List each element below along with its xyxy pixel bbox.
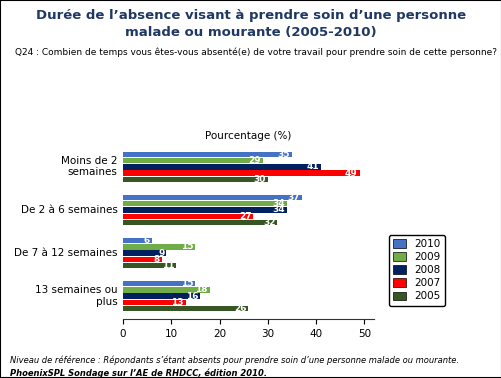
Bar: [123, 201, 287, 206]
Text: 32: 32: [263, 218, 275, 227]
Title: Pourcentage (%): Pourcentage (%): [205, 132, 291, 141]
Text: 26: 26: [233, 304, 246, 313]
Bar: [123, 281, 195, 286]
Text: 8: 8: [153, 255, 159, 264]
Bar: [123, 257, 161, 262]
Text: Q24 : Combien de temps vous êtes-vous absenté(e) de votre travail pour prendre s: Q24 : Combien de temps vous êtes-vous ab…: [15, 47, 496, 57]
Text: 35: 35: [277, 150, 290, 159]
Bar: [123, 170, 359, 176]
Bar: [123, 214, 253, 219]
Bar: [123, 250, 166, 256]
Legend: 2010, 2009, 2008, 2007, 2005: 2010, 2009, 2008, 2007, 2005: [388, 235, 444, 305]
Bar: [123, 287, 209, 293]
Text: 34: 34: [272, 199, 285, 208]
Text: 9: 9: [158, 249, 164, 257]
Bar: [123, 177, 267, 182]
Text: 30: 30: [253, 175, 266, 184]
Bar: [123, 207, 287, 213]
Text: 34: 34: [272, 206, 285, 214]
Bar: [123, 164, 320, 170]
Bar: [123, 244, 195, 249]
Text: 27: 27: [238, 212, 251, 221]
Bar: [123, 195, 301, 200]
Bar: [123, 306, 248, 311]
Bar: [123, 300, 185, 305]
Text: 13: 13: [171, 298, 183, 307]
Bar: [123, 293, 200, 299]
Text: 16: 16: [185, 291, 198, 301]
Text: 6: 6: [143, 236, 150, 245]
Text: 18: 18: [195, 285, 207, 294]
Bar: [123, 152, 292, 157]
Text: 15: 15: [180, 242, 193, 251]
Bar: [123, 158, 263, 163]
Bar: [123, 263, 176, 268]
Text: Niveau de référence : Répondants s’étant absents pour prendre soin d’une personn: Niveau de référence : Répondants s’étant…: [10, 355, 458, 365]
Text: 29: 29: [248, 156, 261, 165]
Text: PhoenixSPL Sondage sur l’AE de RHDCC, édition 2010.: PhoenixSPL Sondage sur l’AE de RHDCC, éd…: [10, 369, 267, 378]
Bar: [123, 220, 277, 225]
Text: 15: 15: [180, 279, 193, 288]
Text: 49: 49: [344, 169, 357, 178]
Text: 41: 41: [306, 163, 318, 172]
Text: 37: 37: [287, 193, 299, 202]
Text: 11: 11: [161, 261, 174, 270]
Bar: [123, 238, 152, 243]
Text: malade ou mourante (2005-2010): malade ou mourante (2005-2010): [125, 26, 376, 39]
Text: Durée de l’absence visant à prendre soin d’une personne: Durée de l’absence visant à prendre soin…: [36, 9, 465, 22]
